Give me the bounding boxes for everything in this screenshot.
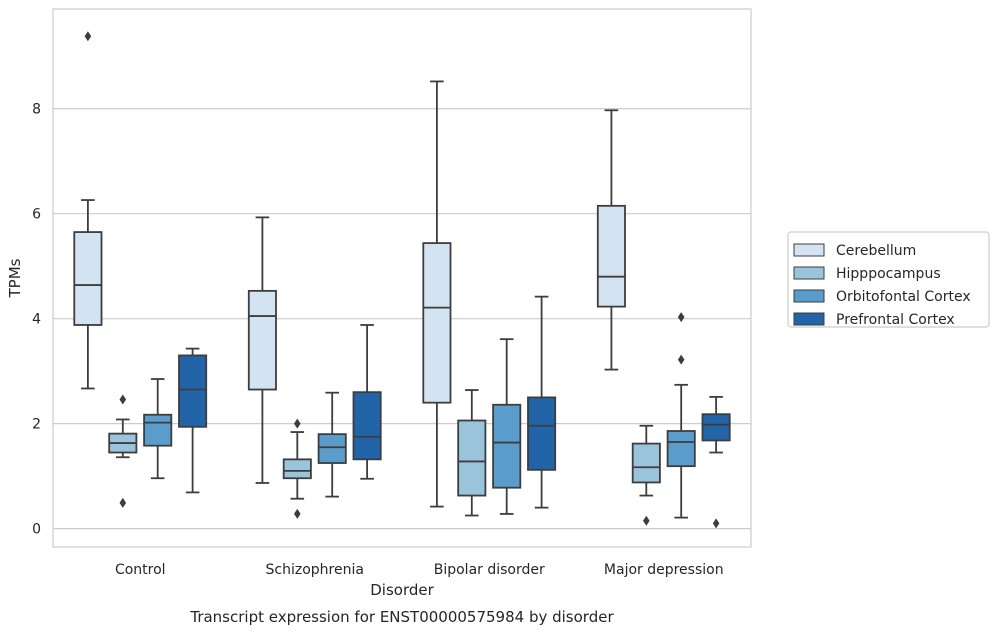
legend-item: Orbitofontal Cortex <box>793 289 971 305</box>
box-1-3 <box>352 324 382 480</box>
legend-item: Prefrontal Cortex <box>793 312 955 328</box>
chart-caption: Transcript expression for ENST0000057598… <box>189 608 614 626</box>
box-0-2 <box>143 378 173 480</box>
outlier-point <box>119 497 127 508</box>
y-tick-labels: 0 2 4 6 8 <box>32 102 41 538</box>
outlier-point <box>643 515 650 526</box>
iqr-box <box>666 430 696 468</box>
box-3-3 <box>701 395 731 529</box>
outlier-point <box>712 518 720 529</box>
x-tick-labels: Control Schizophrenia Bipolar disorder Majo… <box>115 562 724 578</box>
outlier-point <box>677 354 685 365</box>
box-2-2 <box>492 338 522 515</box>
outlier-point <box>294 508 301 519</box>
legend-label: Hipppocampus <box>836 266 941 282</box>
y-tick-label: 6 <box>32 207 41 223</box>
x-tick-label: Control <box>115 562 166 578</box>
box-3-1 <box>631 424 661 526</box>
outlier-point <box>677 312 685 323</box>
y-tick-label: 2 <box>32 417 41 433</box>
iqr-box <box>631 442 661 484</box>
x-axis-title: Disorder <box>370 581 434 599</box>
outlier-point <box>294 418 301 429</box>
legend-label: Prefrontal Cortex <box>836 312 955 328</box>
iqr-box <box>457 419 487 497</box>
box-3-2 <box>666 312 696 519</box>
iqr-box <box>701 413 731 442</box>
iqr-box <box>247 289 277 391</box>
legend-label: Cerebellum <box>836 243 916 259</box>
legend-swatch <box>793 266 825 280</box>
box-2-1 <box>457 389 487 517</box>
box-0-3 <box>178 347 208 494</box>
legend-item: Hipppocampus <box>793 266 941 282</box>
box-1-1 <box>282 418 312 519</box>
box-2-0 <box>422 80 452 508</box>
iqr-box <box>282 458 312 480</box>
y-tick-label: 8 <box>32 102 41 118</box>
x-tick-label: Schizophrenia <box>266 562 364 578</box>
legend-swatch <box>793 243 825 257</box>
legend-frame <box>787 231 990 328</box>
outlier-point <box>119 394 127 405</box>
y-tick-label: 0 <box>32 522 41 538</box>
iqr-box <box>422 242 452 404</box>
box-0-1 <box>108 394 138 508</box>
legend-swatch <box>793 289 825 303</box>
legend: Cerebellum Hipppocampus Orbitofontal Corte… <box>787 231 990 328</box>
legend-label: Orbitofontal Cortex <box>836 289 971 305</box>
legend-item: Cerebellum <box>793 243 916 259</box>
y-axis-title: TPMs <box>6 258 24 298</box>
outlier-point <box>84 31 92 42</box>
plot-frame <box>52 8 752 548</box>
iqr-box <box>317 433 347 464</box>
x-tick-label: Major depression <box>604 562 724 578</box>
iqr-box <box>527 396 557 471</box>
box-1-0 <box>247 216 277 484</box>
iqr-box <box>596 204 626 308</box>
iqr-box <box>492 403 522 489</box>
x-tick-label: Bipolar disorder <box>434 562 545 578</box>
box-1-2 <box>317 391 347 498</box>
box-3-0 <box>596 109 626 371</box>
box-0-0 <box>73 31 103 390</box>
y-tick-label: 4 <box>32 312 41 328</box>
iqr-box <box>178 354 208 428</box>
box-series-group <box>73 31 731 529</box>
iqr-box <box>143 413 173 447</box>
iqr-box <box>73 231 103 326</box>
legend-swatch <box>793 312 825 326</box>
box-2-3 <box>527 295 557 509</box>
iqr-box <box>352 391 382 461</box>
